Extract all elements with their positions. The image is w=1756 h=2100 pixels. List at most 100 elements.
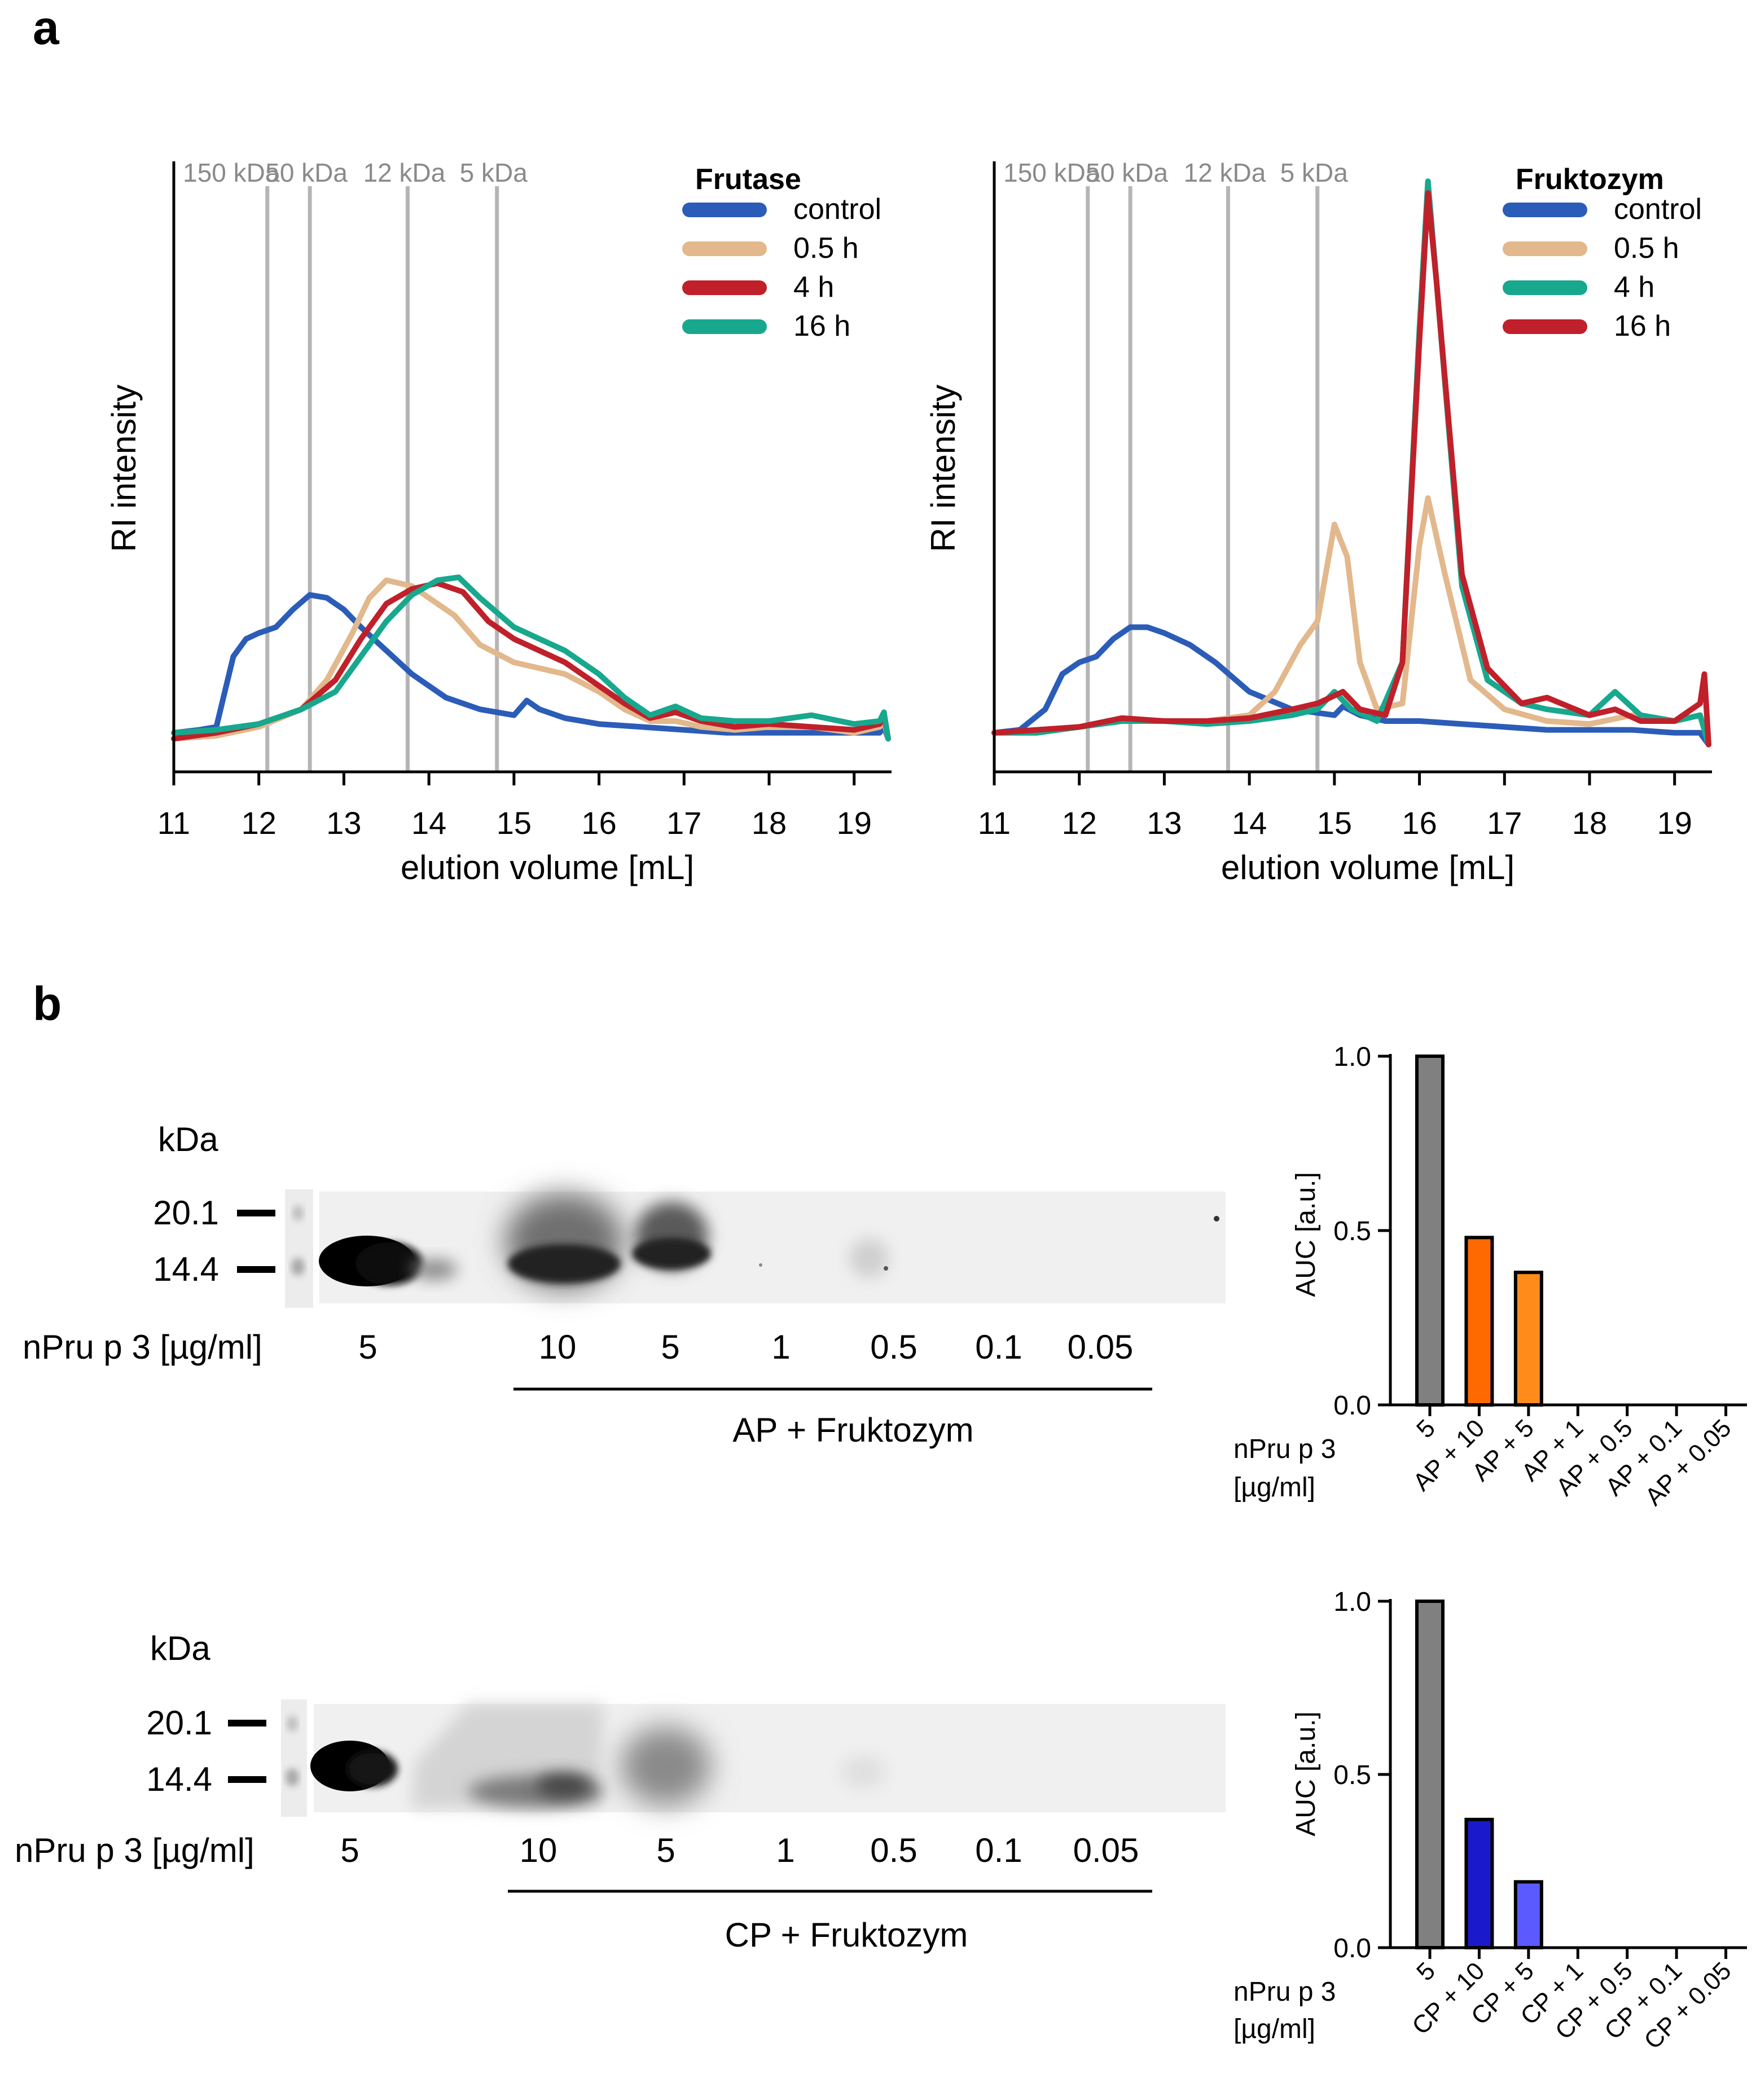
- ladder-tick: [228, 1720, 266, 1726]
- series-lines: [171, 574, 891, 742]
- y-ticks: 0.0 0.5 1.0: [1333, 1587, 1747, 1963]
- bar: [1415, 1055, 1445, 1407]
- x-tick-label: 14: [1232, 805, 1267, 841]
- lane-label: 0.5: [870, 1831, 917, 1869]
- marker-label: 12 kDa: [1184, 158, 1266, 187]
- bar: [1464, 1236, 1494, 1407]
- x-axis-label-line1: nPru p 3: [1233, 1977, 1336, 2007]
- row-label: nPru p 3 [µg/ml]: [15, 1831, 254, 1869]
- series-line-control: [171, 592, 891, 742]
- bar: [1464, 1817, 1494, 1950]
- ladder-tick: [228, 1776, 266, 1783]
- kda-label: kDa: [150, 1629, 210, 1667]
- x-axis-label: elution volume [mL]: [401, 849, 694, 886]
- marker-label: 12 kDa: [363, 158, 446, 187]
- panel-a-label: a: [33, 1, 60, 54]
- legend: Fruktozym control 0.5 h 4 h 16 h: [1503, 163, 1702, 342]
- y-axis-label: AUC [a.u.]: [1291, 1711, 1321, 1836]
- group-label: CP + Fruktozym: [725, 1916, 968, 1954]
- marker-label: 5 kDa: [460, 158, 528, 187]
- lane-label: 5: [358, 1328, 377, 1366]
- series-line-control: [991, 624, 1711, 748]
- x-ticks: 11 12 13 14 15 16 17 18 19: [978, 772, 1692, 841]
- kda-label: kDa: [158, 1121, 218, 1158]
- x-tick-label: 19: [1657, 805, 1692, 841]
- y-axis-label: AUC [a.u.]: [1291, 1172, 1321, 1297]
- ladder-label-14-4: 14.4: [146, 1760, 212, 1798]
- x-axis-label-line2: [µg/ml]: [1233, 2014, 1315, 2044]
- legend-entry: 4 h: [793, 271, 834, 304]
- marker-label: 150 kDa: [183, 158, 280, 187]
- x-tick-label: 12: [242, 805, 276, 841]
- lane-label: 5: [656, 1831, 675, 1869]
- legend-entry: 16 h: [1614, 310, 1671, 342]
- lane-label: 5: [340, 1831, 359, 1869]
- row-label: nPru p 3 [µg/ml]: [23, 1328, 262, 1366]
- bars: [1415, 1055, 1543, 1407]
- ladder-tick: [237, 1266, 275, 1273]
- western-blot-ap: kDa 20.1 14.4 nPru p 3 [µg/ml] 5 10 5 1 …: [23, 1121, 1226, 1449]
- group-label: AP + Fruktozym: [732, 1411, 973, 1449]
- x-tick-label: 15: [1317, 805, 1352, 841]
- x-tick-label: 11: [157, 805, 190, 841]
- y-tick-label: 0.5: [1333, 1216, 1371, 1246]
- ladder-label-20-1: 20.1: [153, 1194, 219, 1232]
- x-axis-label-line2: [µg/ml]: [1233, 1473, 1315, 1502]
- legend: Frutase control 0.5 h 4 h 16 h: [682, 163, 881, 342]
- marker-label: 50 kDa: [265, 158, 348, 187]
- series-line-4-h: [991, 178, 1711, 748]
- ladder-label-20-1: 20.1: [146, 1704, 212, 1742]
- blot-image: [285, 1189, 1226, 1308]
- y-tick-label: 0.0: [1333, 1934, 1371, 1963]
- bar: [1415, 1600, 1445, 1949]
- bars: [1415, 1600, 1543, 1950]
- legend-title: Fruktozym: [1516, 163, 1664, 196]
- x-tick-label: 17: [666, 805, 701, 841]
- x-tick-label: 18: [1572, 805, 1607, 841]
- x-tick-label: 14: [411, 805, 446, 841]
- marker-label: 5 kDa: [1280, 158, 1349, 187]
- lane-label: 5: [661, 1328, 679, 1366]
- series-line-4-h: [171, 580, 891, 742]
- category-label: 5: [1411, 1957, 1441, 1986]
- x-ticks: 11 12 13 14 15 16 17 18 19: [157, 772, 872, 841]
- x-tick-label: 19: [837, 805, 872, 841]
- legend-entry: control: [1614, 193, 1702, 226]
- lane-label: 0.1: [975, 1831, 1022, 1869]
- x-axis-label-line1: nPru p 3: [1233, 1434, 1336, 1464]
- x-axis-label: elution volume [mL]: [1221, 849, 1514, 886]
- lane-label: 0.5: [870, 1328, 917, 1366]
- bar: [1513, 1271, 1543, 1407]
- y-tick-label: 1.0: [1333, 1042, 1371, 1072]
- series-line-16-h: [991, 190, 1711, 748]
- x-tick-label: 16: [581, 805, 616, 841]
- legend-entry: control: [793, 193, 881, 226]
- blot-image: [281, 1699, 1226, 1817]
- y-tick-label: 0.0: [1333, 1391, 1371, 1421]
- ladder-label-14-4: 14.4: [153, 1250, 219, 1288]
- y-tick-label: 0.5: [1333, 1760, 1371, 1790]
- x-tick-label: 15: [497, 805, 532, 841]
- y-ticks: 0.0 0.5 1.0: [1333, 1042, 1747, 1421]
- lane-label: 10: [539, 1328, 577, 1366]
- lane-label: 1: [771, 1328, 790, 1366]
- series-lines: [991, 178, 1711, 748]
- x-tick-label: 17: [1487, 805, 1522, 841]
- ladder-tick: [237, 1210, 275, 1216]
- lane-label: 0.05: [1073, 1831, 1139, 1869]
- legend-entry: 4 h: [1614, 271, 1654, 304]
- series-line-16-h: [171, 574, 891, 742]
- lane-label: 0.1: [975, 1328, 1022, 1366]
- x-tick-label: 16: [1402, 805, 1437, 841]
- panel-b-label: b: [33, 977, 62, 1030]
- marker-label: 50 kDa: [1086, 158, 1168, 187]
- x-tick-label: 18: [752, 805, 787, 841]
